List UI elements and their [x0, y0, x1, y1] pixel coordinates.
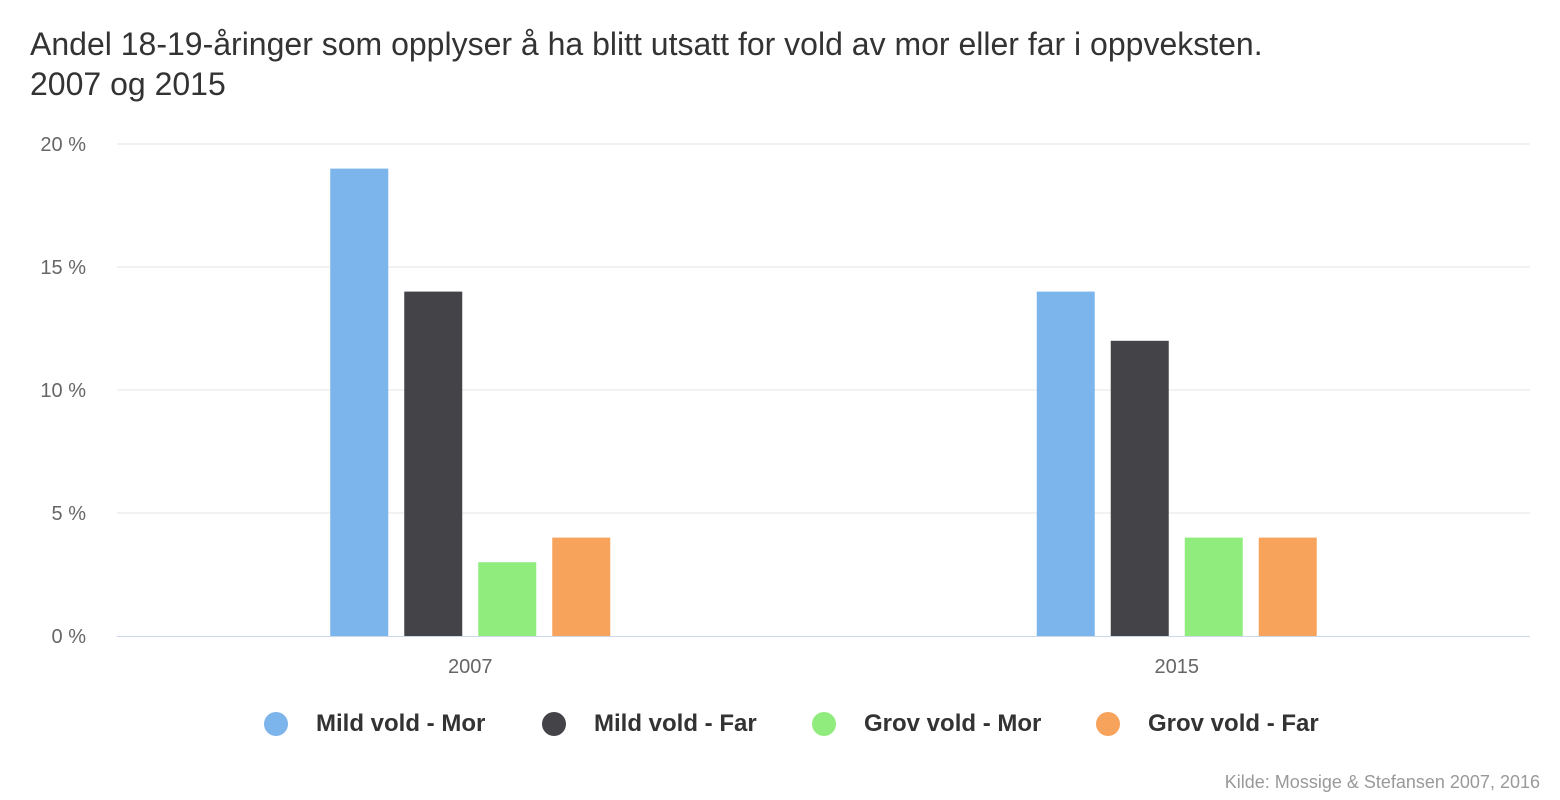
bar[interactable]	[1258, 537, 1317, 636]
legend-marker	[812, 712, 836, 736]
bar[interactable]	[552, 537, 611, 636]
legend-label: Mild vold - Far	[594, 710, 757, 737]
bar[interactable]	[1110, 340, 1169, 636]
legend-item-mild-far[interactable]: Mild vold - Far	[542, 710, 757, 738]
legend-item-grov-far[interactable]: Grov vold - Far	[1096, 710, 1319, 738]
bar[interactable]	[478, 562, 537, 636]
chart-title-line2: 2007 og 2015	[30, 66, 226, 102]
legend-label: Grov vold - Far	[1148, 710, 1319, 737]
legend: Mild vold - Mor Mild vold - Far Grov vol…	[0, 710, 1560, 746]
credit-source[interactable]: Kilde: Mossige & Stefansen 2007, 2016	[1224, 772, 1540, 792]
y-tick-label: 20 %	[40, 134, 86, 156]
bar[interactable]	[330, 168, 389, 636]
legend-item-mild-mor[interactable]: Mild vold - Mor	[264, 710, 485, 738]
x-tick-label: 2015	[1155, 656, 1200, 678]
y-tick-label: 15 %	[40, 257, 86, 279]
bar[interactable]	[1184, 537, 1243, 636]
legend-item-grov-mor[interactable]: Grov vold - Mor	[812, 710, 1041, 738]
legend-label: Mild vold - Mor	[316, 710, 486, 737]
x-tick-label: 2007	[448, 656, 493, 678]
chart-title: Andel 18-19-åringer som opplyser å ha bl…	[30, 24, 1263, 104]
legend-marker	[542, 712, 566, 736]
legend-label: Grov vold - Mor	[864, 710, 1042, 737]
bar[interactable]	[1036, 291, 1095, 636]
y-tick-label: 0 %	[52, 626, 87, 648]
chart-title-line1: Andel 18-19-åringer som opplyser å ha bl…	[30, 26, 1263, 62]
legend-marker	[264, 712, 288, 736]
y-tick-label: 10 %	[40, 380, 86, 402]
y-tick-label: 5 %	[52, 503, 87, 525]
legend-marker	[1096, 712, 1120, 736]
bar[interactable]	[404, 291, 463, 636]
